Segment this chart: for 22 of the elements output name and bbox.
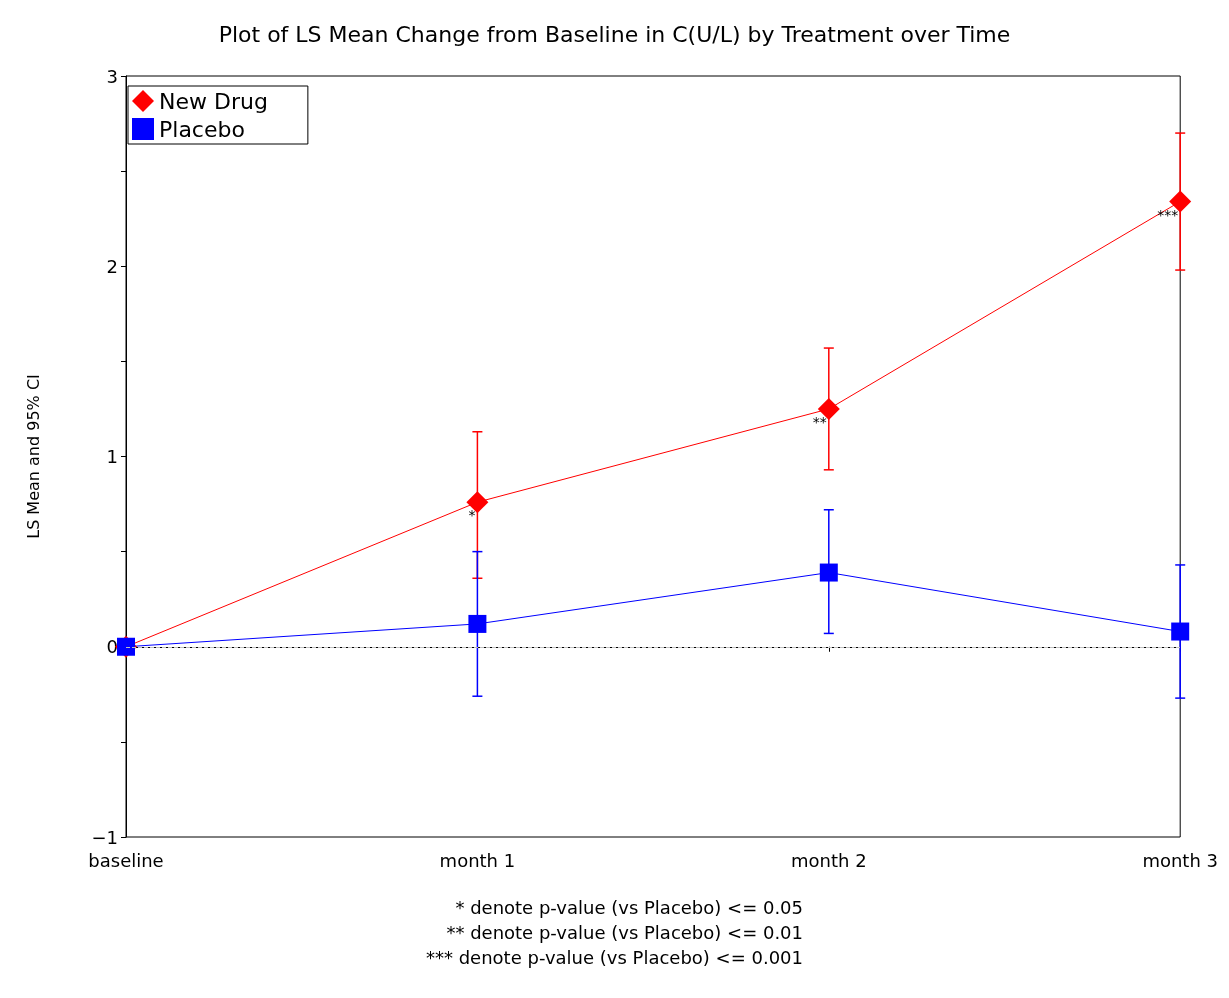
y-tick-label: 3 — [106, 65, 118, 87]
point — [819, 563, 838, 582]
text: *** denote p-value (vs Placebo) <= 0.001 — [425, 946, 804, 968]
legend-label: Placebo — [159, 116, 245, 142]
y-tick-label: 2 — [106, 255, 118, 277]
y-tick-label: −1 — [91, 826, 118, 848]
y-tick-label: 1 — [106, 446, 118, 467]
y-axis-title: LS Mean and 95% CI — [23, 374, 43, 539]
point — [1171, 622, 1190, 641]
text: ** denote p-value (vs Placebo) <= 0.01 — [446, 921, 804, 943]
x-tick-label: month 2 — [791, 849, 867, 871]
annotation: *** — [1157, 206, 1179, 223]
y-tick-label: 0 — [106, 636, 118, 658]
legend-label: New Drug — [159, 88, 268, 114]
annotation: ** — [812, 413, 827, 430]
x-tick-label: month 1 — [439, 849, 516, 871]
x-tick-label: baseline — [88, 849, 164, 871]
x-tick-label: month 3 — [1142, 849, 1219, 871]
annotation: * — [468, 507, 476, 524]
chart-title: Plot of LS Mean Change from Baseline in C(U/L) by Treatment over Time — [218, 21, 1011, 47]
text: * denote p-value (vs Placebo) <= 0.05 — [455, 896, 804, 918]
point — [468, 614, 487, 633]
